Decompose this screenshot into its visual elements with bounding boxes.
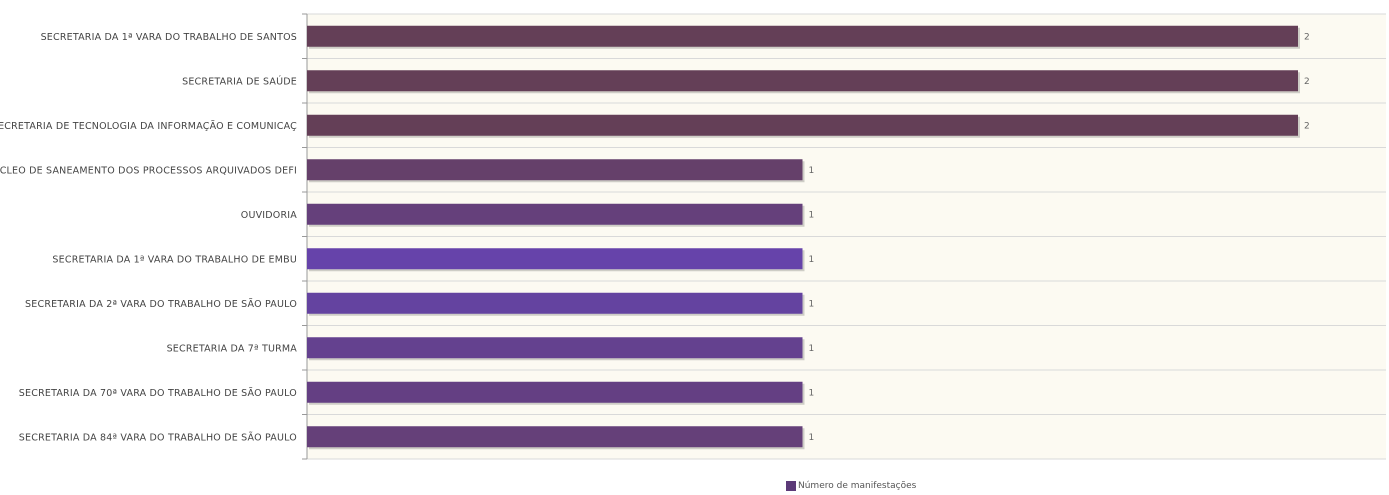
category-label: SECRETARIA DE TECNOLOGIA DA INFORMAÇÃO E… [0, 121, 297, 132]
legend: Número de manifestações [786, 480, 916, 492]
bar [307, 203, 803, 225]
bar [307, 426, 803, 448]
category-label: SECRETARIA DE SAÚDE [182, 75, 297, 87]
category-label: NÚCLEO DE SANEAMENTO DOS PROCESSOS ARQUI… [0, 164, 297, 176]
category-label: SECRETARIA DA 7ª TURMA [167, 343, 298, 354]
category-label: SECRETARIA DA 70ª VARA DO TRABALHO DE SÃ… [19, 388, 297, 399]
bar [307, 70, 1298, 92]
value-label: 1 [809, 344, 815, 354]
bar [307, 337, 803, 359]
legend-label: Número de manifestações [798, 481, 917, 491]
value-label: 2 [1304, 32, 1310, 42]
category-label: SECRETARIA DA 1ª VARA DO TRABALHO DE EMB… [52, 254, 297, 265]
bar [307, 114, 1298, 136]
bar [307, 159, 803, 181]
bar [307, 381, 803, 403]
category-label: SECRETARIA DA 84ª VARA DO TRABALHO DE SÃ… [19, 432, 297, 443]
value-label: 1 [809, 299, 815, 309]
value-label: 1 [809, 166, 815, 176]
bar [307, 292, 803, 314]
category-label: OUVIDORIA [241, 210, 298, 221]
legend-swatch [786, 481, 796, 491]
value-label: 1 [809, 388, 815, 398]
value-label: 1 [809, 255, 815, 265]
bar [307, 248, 803, 270]
value-label: 1 [809, 433, 815, 443]
value-label: 2 [1304, 77, 1310, 87]
category-label: SECRETARIA DA 2ª VARA DO TRABALHO DE SÃO… [25, 299, 297, 310]
value-label: 1 [809, 210, 815, 220]
bar [307, 25, 1298, 47]
value-label: 2 [1304, 121, 1310, 131]
category-label: SECRETARIA DA 1ª VARA DO TRABALHO DE SAN… [41, 32, 297, 43]
